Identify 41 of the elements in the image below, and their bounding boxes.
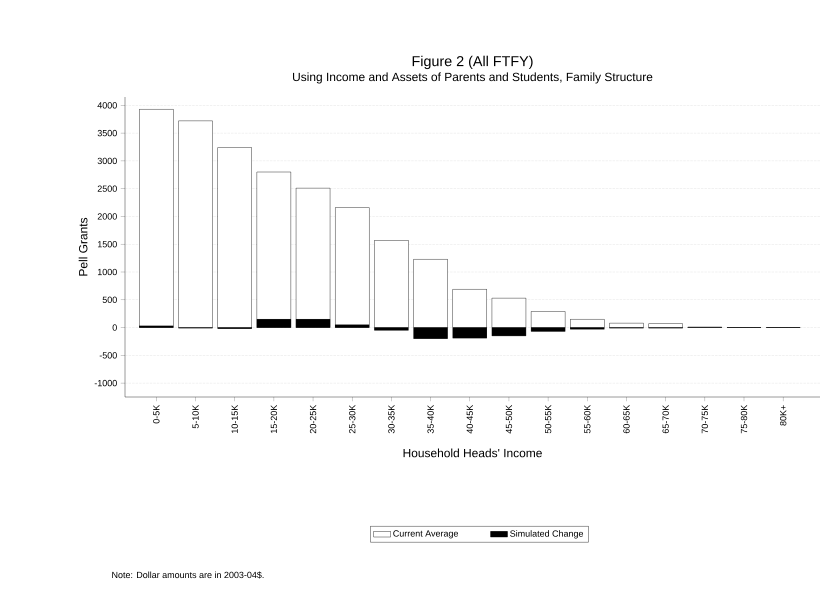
x-tick-label: 50-55K xyxy=(544,404,552,434)
chart-subtitle: Using Income and Assets of Parents and Students, Family Structure xyxy=(293,72,652,84)
x-axis-title: Household Heads' Income xyxy=(404,448,542,458)
text: Note: Dollar amounts are in 2003-04$. xyxy=(112,571,264,579)
bar xyxy=(217,147,252,328)
x-tick-label: 5-10K xyxy=(192,404,199,428)
y-tick-label: -500 xyxy=(100,352,117,359)
y-tick-label: 0 xyxy=(112,324,117,331)
legend-label: Simulated Change xyxy=(510,530,584,539)
y-axis-title: Pell Grants xyxy=(78,218,88,276)
bar xyxy=(374,240,409,328)
x-tick-label: 80K+ xyxy=(780,405,786,426)
chart-title: Figure 2 (All FTFY) xyxy=(412,56,533,70)
x-tick-label: 40-45K xyxy=(466,404,473,434)
y-tick-label: 500 xyxy=(102,296,117,303)
y-tick-label: 1500 xyxy=(98,241,117,248)
y-tick-label: 4000 xyxy=(97,102,117,109)
x-tick-label: 75-80K xyxy=(740,404,748,434)
y-tick-label: 2500 xyxy=(98,185,117,192)
y-tick-label: 1000 xyxy=(98,268,117,276)
x-tick-label: 55-60K xyxy=(584,404,590,434)
y-tick-label: -1000 xyxy=(94,380,117,386)
y-tick-label: 2000 xyxy=(98,213,117,220)
y-tick-label: 3000 xyxy=(98,158,117,164)
bar xyxy=(139,109,174,328)
bar xyxy=(530,311,566,328)
x-tick-label: 35-40K xyxy=(427,404,434,434)
x-tick-label: 25-30K xyxy=(349,404,356,434)
x-tick-label: 10-15K xyxy=(232,404,238,433)
bar xyxy=(570,319,604,328)
bar xyxy=(178,120,213,328)
x-tick-label: 70-75K xyxy=(702,404,708,434)
x-tick-label: 15-20K xyxy=(270,404,278,433)
x-tick-label: 30-35K xyxy=(388,404,395,434)
y-tick-label: 3500 xyxy=(98,130,117,136)
x-tick-label: 60-65K xyxy=(623,404,630,434)
x-tick-label: 20-25K xyxy=(310,404,316,434)
legend-label: Current Average xyxy=(393,530,458,538)
x-tick-label: 0-5K xyxy=(153,404,160,424)
x-tick-label: 65-70K xyxy=(662,404,669,434)
x-tick-label: 45-50K xyxy=(506,404,512,434)
